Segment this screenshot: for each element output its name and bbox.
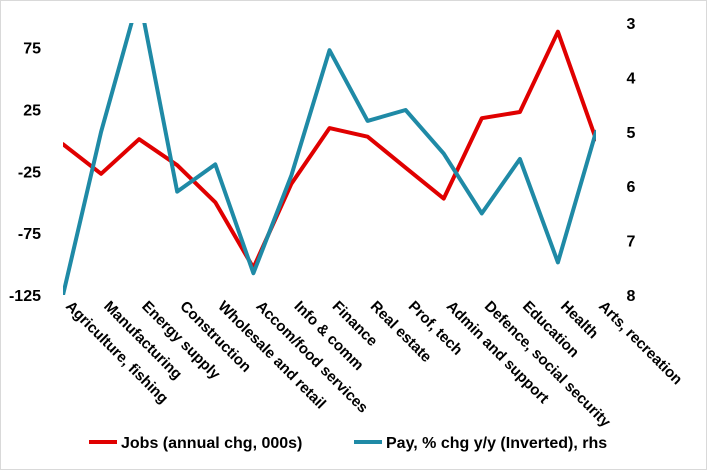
right-tick-label: 8: [627, 288, 636, 305]
left-axis-ticks: 75 25 -25 -75 -125: [9, 41, 41, 305]
legend-label-pay: Pay, % chg y/y (Inverted), rhs: [386, 435, 607, 452]
category-axis-labels: Agriculture, fishingManufacturingEnergy …: [62, 298, 685, 431]
series-line-jobs: [63, 29, 596, 270]
series-line-pay: [63, 23, 596, 295]
right-tick-label: 6: [627, 179, 636, 196]
series-lines: [63, 23, 596, 295]
legend-label-jobs: Jobs (annual chg, 000s): [121, 435, 302, 452]
left-tick-label: 25: [23, 103, 41, 120]
left-tick-label: 75: [23, 41, 41, 58]
left-tick-label: -125: [9, 288, 41, 305]
legend: Jobs (annual chg, 000s) Pay, % chg y/y (…: [89, 435, 607, 452]
right-tick-label: 3: [627, 16, 636, 33]
right-tick-label: 4: [627, 70, 636, 87]
category-label: Arts, recreation: [595, 298, 685, 388]
left-tick-label: -75: [18, 226, 41, 243]
right-axis-ticks: 3 4 5 6 7 8: [627, 16, 636, 305]
right-tick-label: 5: [627, 125, 636, 142]
left-tick-label: -25: [18, 164, 41, 181]
right-tick-label: 7: [627, 234, 636, 251]
